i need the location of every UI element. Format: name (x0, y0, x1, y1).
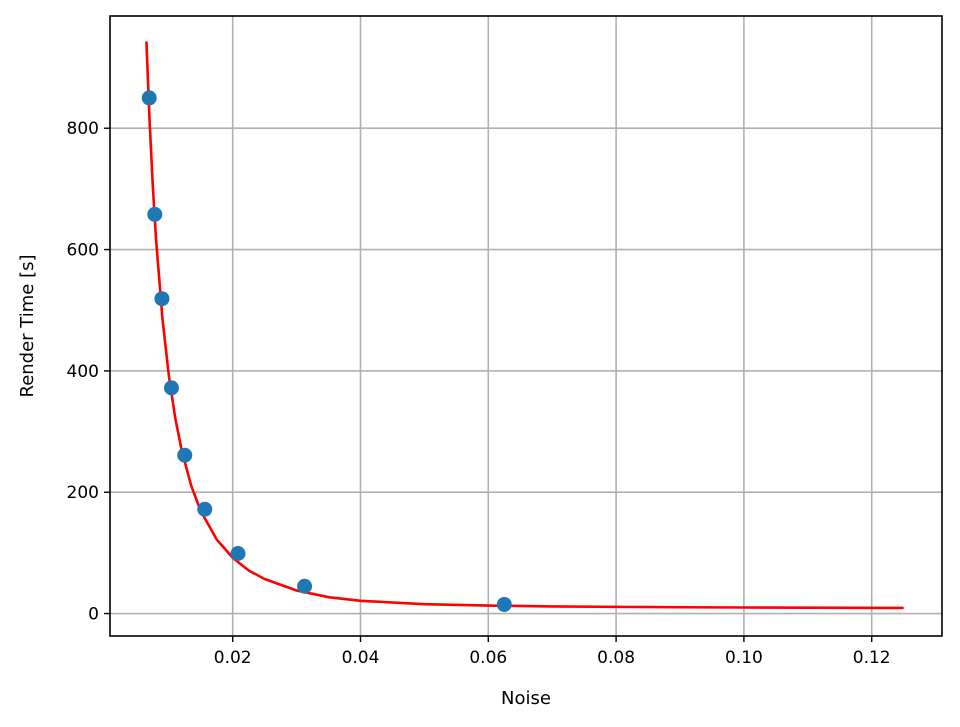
y-axis-label: Render Time [s] (17, 255, 38, 398)
x-tick-label: 0.08 (597, 648, 635, 668)
x-tick-label: 0.10 (725, 648, 763, 668)
data-point (197, 501, 213, 517)
plot-frame (109, 15, 943, 637)
x-axis-label: Noise (501, 688, 551, 709)
grid (110, 16, 942, 636)
data-point (154, 291, 170, 307)
plot-background (110, 16, 942, 636)
y-tick-label: 400 (67, 362, 99, 382)
x-tick-label: 0.02 (214, 648, 252, 668)
data-point (163, 380, 179, 396)
fit-curve-layer (145, 41, 904, 610)
data-point (147, 206, 163, 222)
data-point (177, 447, 193, 463)
y-tick-label: 200 (67, 483, 99, 503)
y-tick-label: 600 (67, 241, 99, 261)
scatter-points-layer (141, 90, 512, 612)
data-point (230, 545, 246, 561)
y-tick-label: 0 (88, 605, 99, 625)
data-point (141, 90, 157, 106)
fit-curve (145, 41, 904, 610)
x-tick-label: 0.04 (342, 648, 380, 668)
x-tick-label: 0.12 (853, 648, 891, 668)
data-point (496, 596, 512, 612)
x-axis: 0.02 0.04 0.06 0.08 0.10 0.12 (214, 636, 891, 668)
y-axis: 0 200 400 600 800 (67, 119, 110, 625)
x-tick-label: 0.06 (469, 648, 507, 668)
data-point (297, 578, 313, 594)
y-tick-label: 800 (67, 119, 99, 139)
